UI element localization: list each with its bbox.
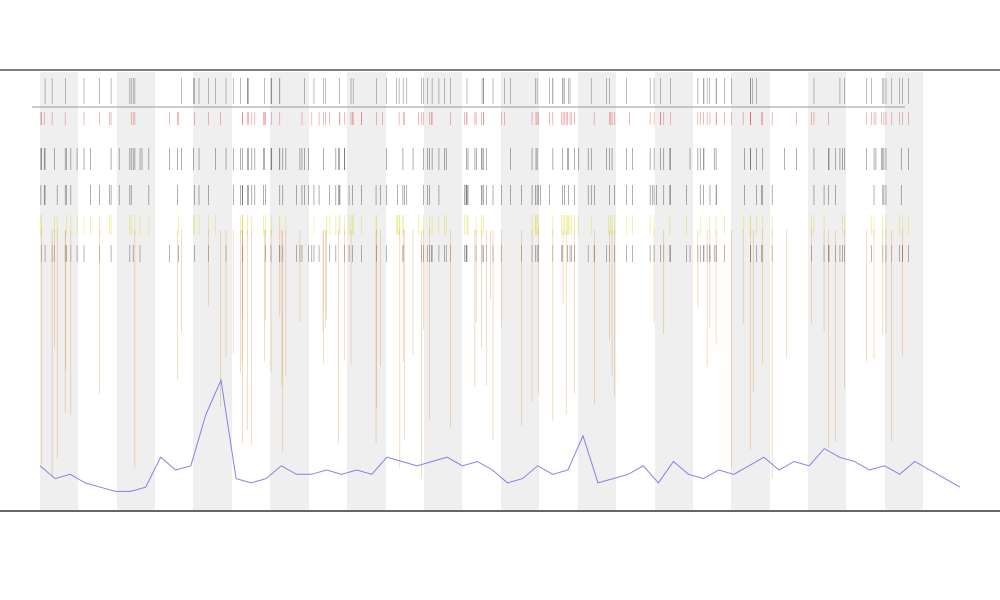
event-markers [40, 78, 909, 479]
band [424, 72, 462, 510]
line [39, 378, 961, 492]
band [40, 72, 78, 510]
band [501, 72, 539, 510]
band [655, 72, 693, 510]
band [885, 72, 923, 510]
band [808, 72, 846, 510]
band [347, 72, 386, 510]
band [270, 72, 309, 510]
band [117, 72, 155, 510]
band [578, 72, 616, 510]
